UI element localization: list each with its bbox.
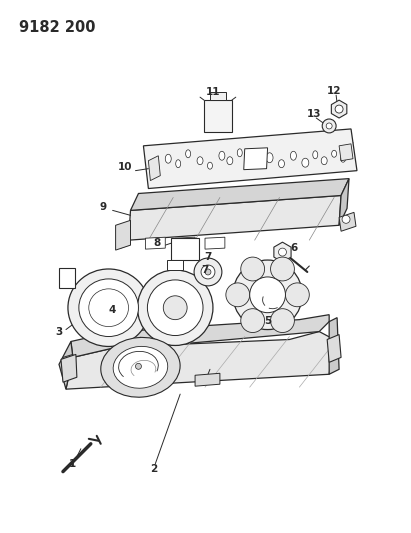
Polygon shape bbox=[145, 237, 165, 249]
Ellipse shape bbox=[227, 157, 233, 165]
Ellipse shape bbox=[237, 149, 242, 157]
Text: 13: 13 bbox=[307, 109, 321, 119]
Text: 2: 2 bbox=[150, 464, 157, 474]
Text: 5: 5 bbox=[264, 316, 271, 326]
Circle shape bbox=[250, 277, 286, 313]
Circle shape bbox=[241, 257, 265, 281]
Circle shape bbox=[322, 119, 336, 133]
Polygon shape bbox=[274, 242, 291, 262]
Text: 9: 9 bbox=[99, 203, 106, 213]
Polygon shape bbox=[171, 238, 199, 260]
Polygon shape bbox=[66, 332, 334, 389]
Ellipse shape bbox=[68, 269, 149, 346]
Text: 3: 3 bbox=[55, 327, 62, 336]
Text: 8: 8 bbox=[154, 238, 161, 248]
Ellipse shape bbox=[101, 337, 180, 397]
Circle shape bbox=[270, 309, 294, 333]
Polygon shape bbox=[210, 92, 226, 100]
Circle shape bbox=[335, 105, 343, 113]
Ellipse shape bbox=[165, 154, 171, 163]
Polygon shape bbox=[339, 144, 353, 161]
Text: 12: 12 bbox=[327, 86, 342, 96]
Circle shape bbox=[279, 248, 286, 256]
Ellipse shape bbox=[313, 151, 318, 159]
Circle shape bbox=[342, 215, 350, 223]
Polygon shape bbox=[115, 220, 131, 250]
Polygon shape bbox=[59, 268, 75, 288]
Ellipse shape bbox=[219, 151, 225, 160]
Polygon shape bbox=[331, 100, 347, 118]
Text: 9182 200: 9182 200 bbox=[19, 20, 96, 35]
Ellipse shape bbox=[79, 279, 139, 336]
Text: 6: 6 bbox=[291, 243, 298, 253]
Polygon shape bbox=[327, 335, 341, 362]
Ellipse shape bbox=[341, 155, 346, 162]
Circle shape bbox=[226, 283, 250, 306]
Circle shape bbox=[163, 296, 187, 320]
Polygon shape bbox=[148, 156, 160, 181]
Text: 11: 11 bbox=[206, 87, 220, 97]
Polygon shape bbox=[143, 129, 357, 189]
Ellipse shape bbox=[89, 289, 129, 327]
Circle shape bbox=[137, 270, 213, 345]
Circle shape bbox=[136, 364, 141, 369]
Ellipse shape bbox=[302, 158, 309, 167]
Polygon shape bbox=[195, 373, 220, 386]
Text: 4: 4 bbox=[109, 305, 116, 314]
Polygon shape bbox=[71, 314, 329, 358]
Circle shape bbox=[194, 258, 222, 286]
Polygon shape bbox=[339, 179, 349, 225]
Circle shape bbox=[205, 269, 211, 275]
Ellipse shape bbox=[208, 162, 212, 169]
Ellipse shape bbox=[291, 151, 296, 160]
Circle shape bbox=[270, 257, 294, 281]
Circle shape bbox=[241, 309, 265, 333]
Polygon shape bbox=[244, 148, 268, 169]
Circle shape bbox=[326, 123, 332, 129]
Polygon shape bbox=[59, 342, 73, 389]
Polygon shape bbox=[205, 237, 225, 249]
Text: 7: 7 bbox=[204, 252, 212, 262]
Ellipse shape bbox=[279, 160, 284, 168]
Text: 10: 10 bbox=[118, 161, 133, 172]
Ellipse shape bbox=[186, 150, 191, 158]
Ellipse shape bbox=[197, 157, 203, 165]
Text: 1: 1 bbox=[69, 459, 76, 469]
Text: 7: 7 bbox=[201, 265, 209, 275]
Polygon shape bbox=[167, 260, 183, 270]
Polygon shape bbox=[204, 100, 232, 132]
Ellipse shape bbox=[113, 346, 168, 388]
Ellipse shape bbox=[266, 153, 273, 163]
Polygon shape bbox=[61, 354, 77, 382]
Ellipse shape bbox=[176, 160, 181, 168]
Circle shape bbox=[148, 280, 203, 336]
Ellipse shape bbox=[321, 157, 327, 165]
Ellipse shape bbox=[332, 150, 337, 157]
Circle shape bbox=[286, 283, 309, 306]
Polygon shape bbox=[339, 212, 356, 231]
Polygon shape bbox=[129, 196, 341, 240]
Circle shape bbox=[233, 260, 302, 329]
Polygon shape bbox=[131, 179, 349, 211]
Polygon shape bbox=[329, 318, 339, 374]
Polygon shape bbox=[175, 237, 195, 249]
Circle shape bbox=[201, 265, 215, 279]
